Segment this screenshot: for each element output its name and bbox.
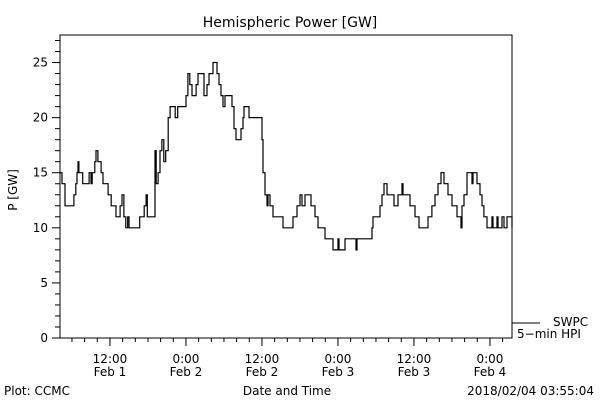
series-line-hpi <box>60 61 513 251</box>
footer-credit: Plot: CCMC <box>4 384 70 398</box>
chart-title: Hemispheric Power [GW] <box>203 15 378 31</box>
x-tick-time-label: 0:00 <box>476 352 503 366</box>
y-axis-label: P [GW] <box>6 169 20 211</box>
x-tick-time-label: 12:00 <box>397 352 432 366</box>
x-tick-date-label: Feb 2 <box>170 365 203 379</box>
x-tick-date-label: Feb 1 <box>94 365 127 379</box>
y-tick-label: 10 <box>33 221 48 235</box>
x-tick-time-label: 0:00 <box>172 352 199 366</box>
y-tick-label: 5 <box>40 276 48 290</box>
y-tick-label: 15 <box>33 166 48 180</box>
y-tick-label: 25 <box>33 56 48 70</box>
x-tick-date-label: Feb 2 <box>246 365 279 379</box>
y-tick-label: 0 <box>40 331 48 345</box>
y-axis: 0 5 10 15 20 25 <box>33 40 60 345</box>
x-tick-date-label: Feb 3 <box>398 365 431 379</box>
plot-frame <box>59 34 513 339</box>
legend-label-swpc: SWPC <box>553 315 588 329</box>
legend-label-hpi: 5−min HPI <box>517 327 581 341</box>
x-tick-time-label: 0:00 <box>324 352 351 366</box>
y-tick-label: 20 <box>33 111 48 125</box>
x-tick-date-label: Feb 3 <box>322 365 355 379</box>
x-tick-date-label: Feb 4 <box>474 365 507 379</box>
x-tick-time-label: 12:00 <box>93 352 128 366</box>
x-axis-label: Date and Time <box>243 384 331 398</box>
x-tick-time-label: 12:00 <box>245 352 280 366</box>
footer-timestamp: 2018/02/04 03:55:04 <box>467 384 594 398</box>
